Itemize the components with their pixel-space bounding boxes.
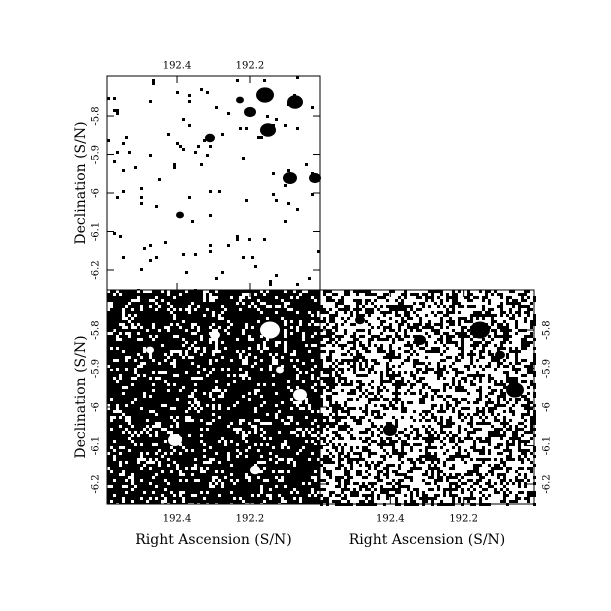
image-blob: [260, 321, 280, 339]
x-tick-label: 192.4: [376, 514, 405, 525]
y-tick-label: -5.9: [91, 359, 102, 378]
y-tick-label: -5.9: [542, 359, 553, 378]
y-tick-label: -6: [91, 188, 102, 198]
image-blob: [250, 465, 260, 475]
image-blob: [276, 366, 284, 374]
image-blob: [236, 96, 244, 104]
image-noise: [107, 290, 320, 506]
y-tick-label: -6: [91, 402, 102, 412]
frame: [319, 289, 535, 505]
x-tick-label: 192.2: [449, 514, 478, 525]
y-axis-label: Declination (S/N): [73, 121, 89, 244]
image-blob: [309, 172, 321, 184]
x-axis-label: Right Ascension (S/N): [349, 532, 506, 548]
y-tick-label: -6.2: [542, 474, 553, 493]
image-blob: [176, 211, 184, 219]
image-blob: [210, 330, 220, 340]
y-tick-label: -6: [542, 402, 553, 412]
image-background: [107, 76, 320, 290]
x-tick-label: 192.4: [163, 61, 192, 72]
image-noise: [320, 290, 536, 506]
image-blob: [205, 133, 215, 143]
y-tick-label: -5.8: [91, 320, 102, 339]
y-tick-label: -6.1: [542, 436, 553, 455]
image-blob: [495, 350, 505, 360]
image-blob: [287, 95, 303, 109]
x-tick-label: 192.4: [163, 514, 192, 525]
image-blob: [383, 424, 397, 436]
image-blob: [146, 346, 154, 354]
x-tick-label: 192.2: [236, 514, 265, 525]
image-blob: [506, 382, 524, 398]
image-blob: [355, 315, 365, 325]
image-blob: [256, 87, 274, 103]
image-blob: [470, 321, 490, 339]
image-blob: [260, 123, 276, 137]
image-blob: [283, 172, 297, 184]
x-axis-label: Right Ascension (S/N): [135, 532, 292, 548]
y-tick-label: -6.1: [91, 222, 102, 241]
image-blob: [414, 334, 426, 346]
x-tick-label: 192.2: [236, 61, 265, 72]
y-tick-label: -6.1: [91, 436, 102, 455]
y-tick-label: -6.2: [91, 260, 102, 279]
y-tick-label: -6.2: [91, 474, 102, 493]
y-tick-label: -5.8: [542, 320, 553, 339]
y-tick-label: -5.8: [91, 106, 102, 125]
image-blob: [293, 389, 307, 401]
image-blob: [244, 106, 256, 118]
y-axis-label: Declination (S/N): [73, 335, 89, 458]
image-blob: [168, 434, 182, 446]
y-tick-label: -5.9: [91, 145, 102, 164]
